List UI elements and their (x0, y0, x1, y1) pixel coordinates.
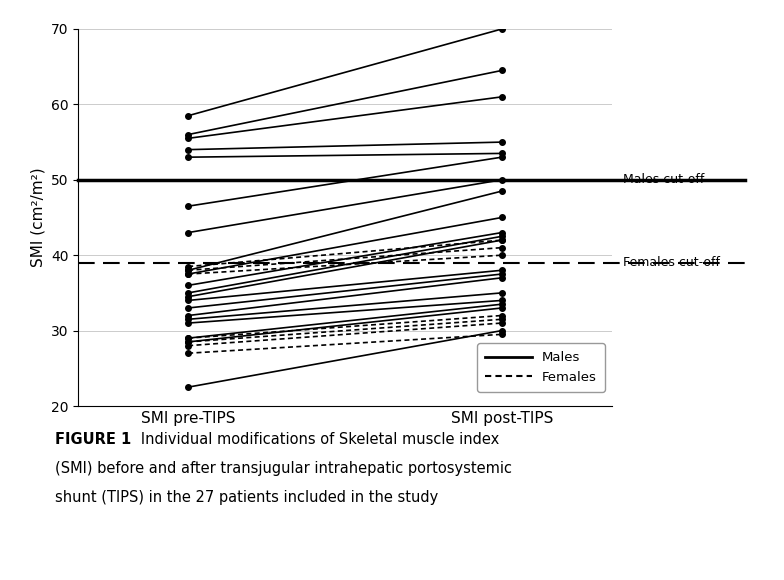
Text: Females cut-off: Females cut-off (623, 256, 720, 269)
Legend: Males, Females: Males, Females (477, 343, 605, 392)
Text: shunt (TIPS) in the 27 patients included in the study: shunt (TIPS) in the 27 patients included… (55, 490, 438, 505)
Text: FIGURE 1: FIGURE 1 (55, 432, 131, 447)
Text: Males cut-off: Males cut-off (623, 173, 705, 186)
Text: Individual modifications of Skeletal muscle index: Individual modifications of Skeletal mus… (127, 432, 499, 447)
Text: (SMI) before and after transjugular intrahepatic portosystemic: (SMI) before and after transjugular intr… (55, 461, 512, 476)
Y-axis label: SMI (cm²/m²): SMI (cm²/m²) (31, 168, 45, 267)
